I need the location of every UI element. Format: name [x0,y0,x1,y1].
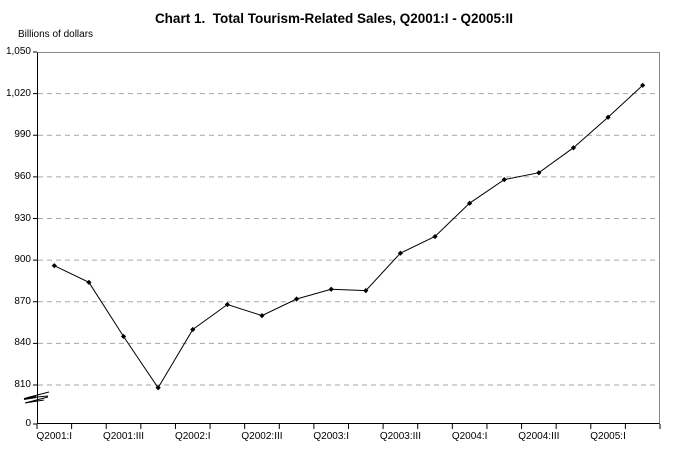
data-point-marker [432,233,438,240]
data-point-marker [259,313,265,319]
y-tick-label: 810 [14,379,31,390]
chart-title: Chart 1. Total Tourism-Related Sales, Q2… [154,11,514,26]
y-tick-label: 870 [14,295,31,307]
axis-break-icon [24,396,49,404]
y-tick-label: 990 [14,129,31,141]
x-tick-label: Q2003:III [379,431,421,442]
x-tick-label: Q2001:III [102,431,145,442]
x-tick-label: Q2005:I [590,431,626,442]
data-point-marker [397,250,404,256]
x-tick-label: Q2004:I [451,431,488,442]
y-axis-unit-label: Billions of dollars [18,29,94,40]
data-point-marker [120,333,127,340]
x-tick-label: Q2001:I [36,431,73,442]
data-point-marker [155,385,161,391]
data-point-marker [51,263,57,269]
data-point-marker [363,288,369,294]
x-tick-label: Q2002:III [241,431,283,442]
y-tick-label: 900 [14,254,31,266]
data-point-marker [605,114,611,120]
y-tick-label: 1,020 [5,87,31,99]
data-point-marker [501,177,507,183]
y-tick-label: 960 [14,170,31,182]
y-tick-label: 930 [14,212,31,224]
y-tick-label-origin: 0 [25,418,31,429]
data-point-marker [190,326,196,333]
data-point-marker [328,286,334,292]
axis-break-icon [23,396,37,400]
data-point-marker [293,296,300,302]
y-tick-label: 840 [14,337,31,349]
data-point-marker [224,301,230,308]
y-tick-label: 1,050 [5,46,31,57]
data-line [54,84,644,389]
data-point-marker [640,82,646,88]
x-tick-label: Q2004:III [518,431,560,442]
plot-area [37,52,660,424]
data-point-marker [86,279,92,285]
x-tick-label: Q2003:I [313,431,349,442]
data-point-marker [570,145,577,151]
data-point-marker [536,170,542,176]
data-point-marker [467,200,473,206]
x-tick-label: Q2002:I [174,431,211,442]
